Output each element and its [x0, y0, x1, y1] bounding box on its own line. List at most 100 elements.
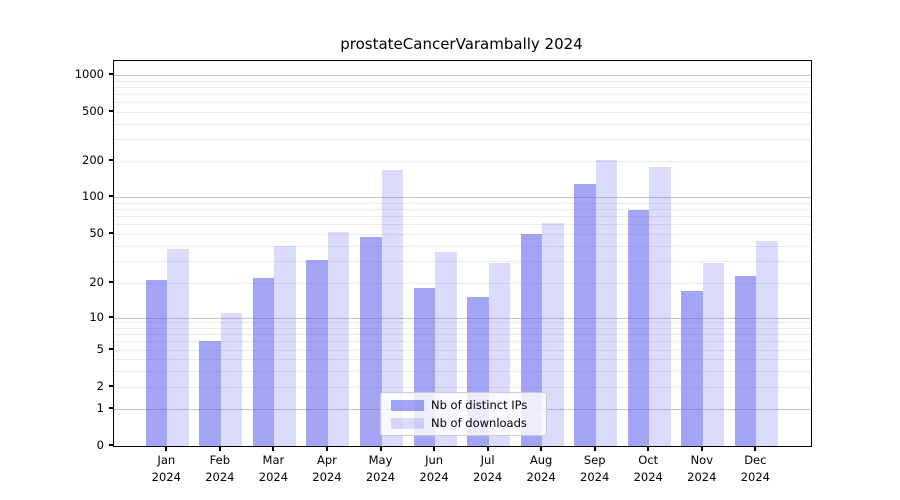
gridline-minor — [114, 370, 811, 372]
gridline-minor — [114, 327, 811, 329]
legend: Nb of distinct IPs Nb of downloads — [380, 392, 547, 436]
y-axis-tick-label: 1 — [96, 400, 104, 415]
bar-downloads-dec — [756, 240, 778, 446]
x-axis-tick — [433, 446, 436, 451]
gridline-minor — [114, 102, 811, 104]
gridline-minor — [114, 202, 811, 204]
y-axis-tick — [108, 281, 113, 283]
x-axis-month-label: May 2024 — [365, 453, 396, 484]
bar-downloads-nov — [702, 263, 725, 446]
bar-distinct-ips-nov — [681, 291, 703, 446]
bar-distinct-ips-may — [360, 237, 382, 446]
gridline-minor — [114, 161, 811, 162]
x-axis-month-label: Dec 2024 — [740, 453, 770, 484]
gridline-minor — [114, 80, 811, 82]
x-axis-tick — [165, 446, 168, 451]
y-axis-tick — [108, 348, 113, 350]
bar-distinct-ips-jan — [145, 280, 168, 446]
gridline-minor — [114, 359, 811, 360]
legend-swatch-distinct-ips-icon — [391, 399, 424, 411]
x-axis-tick — [325, 446, 328, 451]
bar-distinct-ips-mar — [252, 277, 275, 446]
y-axis-tick-label: 0 — [96, 438, 104, 452]
y-axis-tick — [108, 73, 113, 75]
legend-item-downloads: Nb of downloads — [391, 416, 546, 430]
gridline-minor — [114, 234, 811, 235]
y-axis-tick-label: 500 — [82, 104, 104, 118]
bar-downloads-jan — [167, 248, 189, 446]
x-axis-tick — [272, 446, 275, 451]
x-axis-tick — [540, 446, 543, 451]
gridline-minor — [114, 94, 811, 96]
legend-swatch-downloads-icon — [391, 417, 424, 429]
gridline-minor — [114, 139, 811, 141]
y-axis-tick-label: 1000 — [74, 67, 104, 81]
x-axis-month-label: Nov 2024 — [687, 453, 717, 484]
bar-downloads-oct — [649, 167, 671, 446]
x-axis-month-label: Aug 2024 — [526, 453, 556, 484]
y-axis-tick-label: 100 — [82, 189, 104, 203]
x-axis-tick — [379, 446, 382, 451]
x-axis-tick — [593, 446, 596, 451]
gridline-minor — [114, 123, 811, 125]
y-axis-tick-label: 10 — [89, 309, 104, 324]
y-axis-tick — [108, 159, 113, 161]
y-axis-tick — [108, 315, 113, 318]
gridline-minor — [114, 322, 811, 324]
x-axis-month-label: Apr 2024 — [312, 453, 342, 484]
x-axis-tick — [486, 446, 489, 451]
y-axis-tick-label: 20 — [89, 275, 104, 289]
gridline-major — [114, 75, 811, 76]
x-axis-month-label: Jul 2024 — [472, 453, 503, 484]
x-axis-tick — [218, 446, 221, 451]
gridline-major — [114, 197, 811, 198]
y-axis-tick-label: 50 — [89, 226, 104, 240]
gridline-minor — [114, 112, 811, 113]
gridline-minor — [114, 224, 811, 226]
x-axis-month-label: Sep 2024 — [580, 453, 610, 484]
gridline-major — [114, 317, 811, 319]
gridline-minor — [114, 350, 811, 351]
y-axis-tick — [108, 232, 113, 234]
bar-downloads-sep — [595, 159, 618, 446]
bar-distinct-ips-oct — [627, 210, 650, 446]
bar-downloads-aug — [542, 223, 564, 446]
gridline-minor — [114, 86, 811, 88]
bar-distinct-ips-sep — [574, 184, 596, 446]
gridline-minor — [114, 283, 811, 284]
bar-distinct-ips-apr — [306, 259, 328, 446]
chart-title: prostateCancerVarambally 2024 — [340, 35, 583, 53]
bar-downloads-may — [381, 170, 403, 446]
gridline-minor — [114, 334, 811, 336]
x-axis-month-label: Mar 2024 — [258, 453, 289, 484]
x-axis-month-label: Oct 2024 — [633, 453, 663, 484]
x-axis-month-label: Feb 2024 — [205, 453, 235, 484]
y-axis-tick — [108, 110, 113, 112]
x-axis-tick — [754, 446, 757, 451]
bar-downloads-mar — [274, 245, 296, 446]
x-axis-month-label: Jan 2024 — [151, 453, 181, 484]
y-axis-tick-label: 5 — [96, 342, 104, 356]
legend-label-downloads: Nb of downloads — [431, 416, 527, 430]
bar-downloads-apr — [327, 231, 350, 446]
gridline-minor — [114, 216, 811, 218]
bar-downloads-feb — [220, 312, 243, 446]
y-axis-tick-label: 200 — [82, 153, 104, 167]
gridline-minor — [114, 341, 811, 343]
y-axis-tick — [108, 195, 113, 197]
x-axis-tick — [647, 446, 650, 451]
x-axis-month-label: Jun 2024 — [419, 453, 449, 484]
plot-area — [113, 60, 812, 447]
y-axis-tick-label: 2 — [96, 379, 104, 393]
y-axis-tick — [108, 406, 113, 409]
bar-distinct-ips-feb — [199, 341, 221, 446]
bar-distinct-ips-dec — [734, 275, 757, 446]
x-axis-tick — [700, 446, 703, 451]
legend-item-distinct-ips: Nb of distinct IPs — [391, 398, 546, 412]
gridline-minor — [114, 245, 811, 247]
y-axis-tick — [108, 444, 113, 446]
gridline-minor — [114, 261, 811, 263]
gridline-minor — [114, 387, 811, 388]
gridline-minor — [114, 208, 811, 210]
